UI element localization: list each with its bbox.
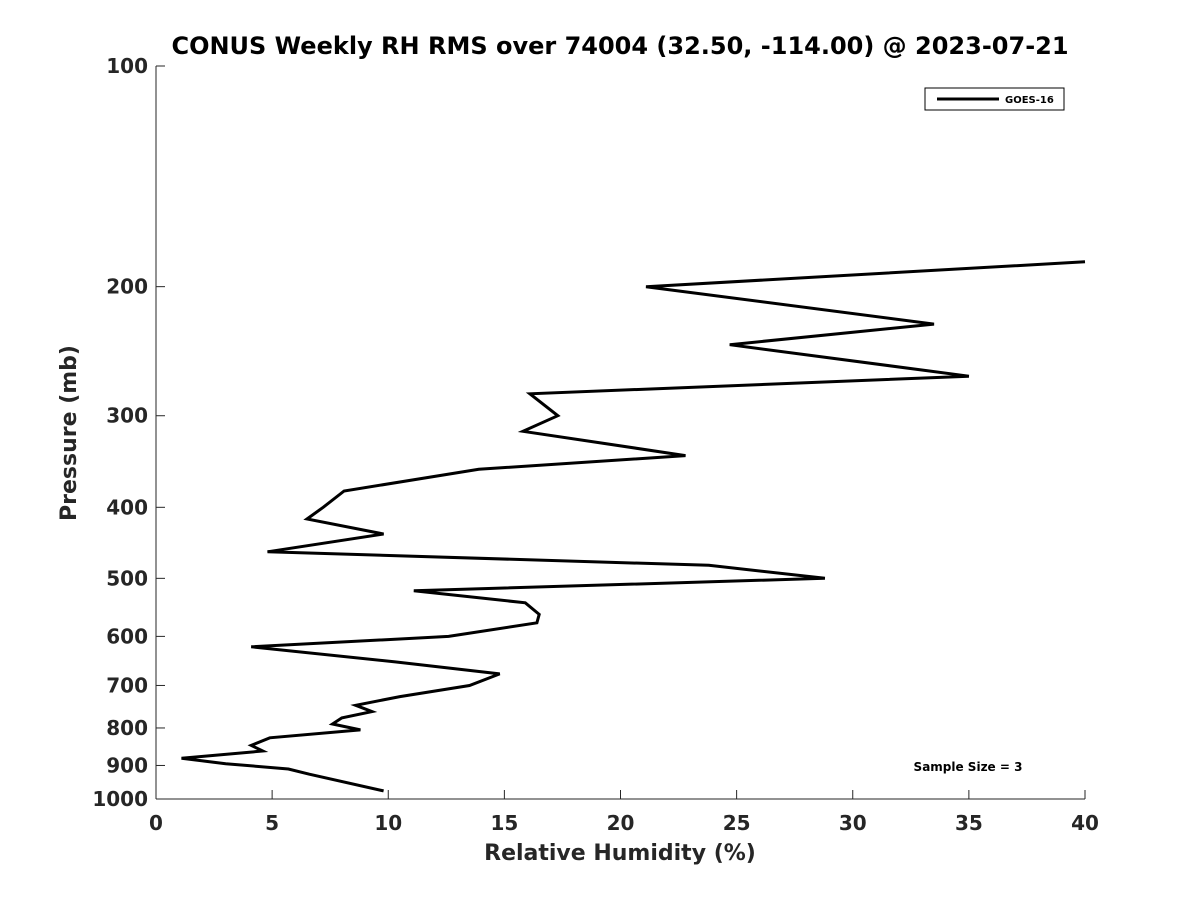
x-tick-label: 5: [265, 811, 279, 835]
y-tick-label: 200: [106, 275, 148, 299]
x-tick-label: 0: [149, 811, 163, 835]
x-tick-label: 10: [374, 811, 402, 835]
x-tick-label: 35: [955, 811, 983, 835]
legend-label-goes-16: GOES-16: [1005, 95, 1054, 106]
y-tick-label: 700: [106, 673, 148, 697]
x-axis-label: Relative Humidity (%): [484, 841, 756, 866]
y-tick-label: 400: [106, 495, 148, 519]
x-tick-label: 40: [1071, 811, 1099, 835]
y-tick-label: 100: [106, 54, 148, 78]
y-tick-label: 800: [106, 716, 148, 740]
chart-title: CONUS Weekly RH RMS over 74004 (32.50, -…: [171, 32, 1068, 60]
series-line-goes-16: [181, 260, 1086, 793]
sample-size-annotation: Sample Size = 3: [914, 760, 1023, 774]
y-tick-label: 600: [106, 624, 148, 648]
y-axis-label: Pressure (mb): [57, 345, 82, 521]
x-tick-label: 30: [839, 811, 867, 835]
y-tick-label: 900: [106, 753, 148, 777]
legend: GOES-16: [924, 87, 1065, 111]
x-tick-label: 25: [723, 811, 751, 835]
plot-area: 0 5 10 15 20 25 30 35 40 100 200 300 400 500 600 700 800…: [92, 54, 1099, 835]
x-tick-label: 20: [607, 811, 635, 835]
y-tick-label: 1000: [92, 787, 148, 811]
y-tick-label: 500: [106, 566, 148, 590]
y-tick-label: 300: [106, 404, 148, 428]
x-tick-label: 15: [490, 811, 518, 835]
